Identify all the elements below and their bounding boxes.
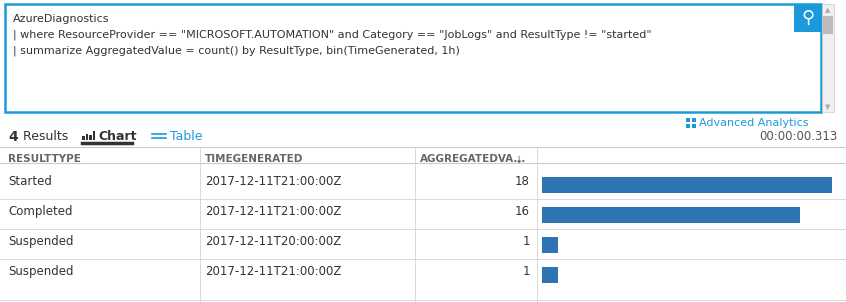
Bar [823,16,833,34]
Bar [5,4,821,112]
Text: Chart: Chart [98,130,136,143]
Text: 2017-12-11T20:00:00Z: 2017-12-11T20:00:00Z [205,235,341,248]
Text: 1: 1 [523,265,530,278]
Text: ⚲: ⚲ [801,9,815,27]
Text: ▼: ▼ [826,104,831,110]
Text: Table: Table [170,130,202,143]
Text: Suspended: Suspended [8,265,74,278]
Bar [85,134,88,140]
Text: AzureDiagnostics: AzureDiagnostics [13,14,109,24]
Text: Advanced Analytics: Advanced Analytics [699,118,809,128]
Bar [542,237,558,253]
Bar [691,124,695,127]
Text: AGGREGATEDVA...: AGGREGATEDVA... [420,154,526,164]
Bar [822,4,834,112]
Bar [686,118,690,122]
Text: 00:00:00.313: 00:00:00.313 [760,130,838,143]
Text: 16: 16 [515,205,530,218]
Text: Results: Results [19,130,69,143]
Bar [542,207,799,223]
Text: 4: 4 [8,130,18,144]
Bar [92,131,95,140]
Text: 2017-12-11T21:00:00Z: 2017-12-11T21:00:00Z [205,175,342,188]
Bar [82,137,85,140]
Text: Suspended: Suspended [8,235,74,248]
Bar [542,267,558,283]
Bar [542,177,832,193]
Text: RESULTTYPE: RESULTTYPE [8,154,81,164]
Bar [89,135,91,140]
Text: ▲: ▲ [826,7,831,13]
Bar [794,4,822,32]
Text: 2017-12-11T21:00:00Z: 2017-12-11T21:00:00Z [205,265,342,278]
Text: 18: 18 [515,175,530,188]
Text: Started: Started [8,175,52,188]
Bar [686,124,690,127]
Text: TIMEGENERATED: TIMEGENERATED [205,154,304,164]
Text: | where ResourceProvider == "MICROSOFT.AUTOMATION" and Category == "JobLogs" and: | where ResourceProvider == "MICROSOFT.A… [13,30,651,40]
Text: ↓: ↓ [515,155,523,165]
Text: | summarize AggregatedValue = count() by ResultType, bin(TimeGenerated, 1h): | summarize AggregatedValue = count() by… [13,46,460,56]
Bar [691,118,695,122]
Text: 2017-12-11T21:00:00Z: 2017-12-11T21:00:00Z [205,205,342,218]
Text: Completed: Completed [8,205,73,218]
Text: 1: 1 [523,235,530,248]
